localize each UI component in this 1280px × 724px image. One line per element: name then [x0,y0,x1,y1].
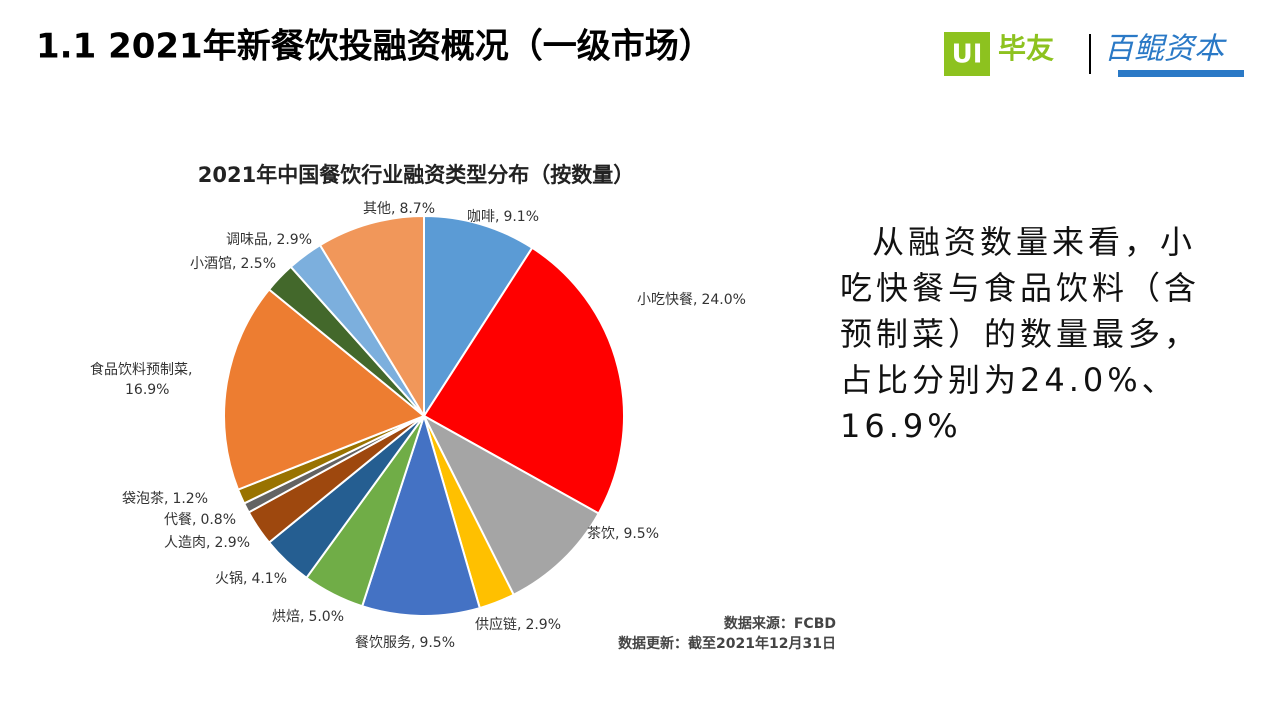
source: 数据来源：FCBD [724,615,836,632]
logo-box [944,32,990,76]
slice-category: 调味品 [226,232,268,248]
slice-label: 供应链, 2.9% [475,616,561,633]
label-separator: , [300,609,304,625]
label-separator: , [164,491,168,507]
pie-slice [223,288,426,491]
slice-value-label: 2.9% [214,535,250,551]
logo-text: 百鲲资本 [1104,32,1227,67]
label-separator: , [693,292,697,308]
slice-label: 代餐, 0.8% [164,512,236,528]
slice-value-label: 9.5% [419,635,455,651]
label-separator: , [615,526,619,542]
body-line: 预制菜）的数量最多， [840,315,1200,353]
logo-bar [1118,70,1244,77]
label-separator: , [188,362,192,378]
chart-title: 2021年中国餐饮行业融资类型分布（按数量） [198,163,634,187]
label-separator: , [268,232,272,248]
slice-category: 食品饮料预制菜 [90,361,188,378]
body-line: 16.9% [840,407,962,445]
body-line: 吃快餐与食品饮料（含 [840,269,1200,307]
slice-category: 供应链 [475,616,517,633]
slice-label: 袋泡茶, 1.2% [122,491,208,507]
label-separator: , [243,571,247,587]
slice-category: 袋泡茶 [122,491,164,507]
slice-label: 茶饮, 9.5% [587,526,659,542]
slice-value-label: 16.9% [125,382,169,398]
slice-category: 咖啡 [467,209,495,225]
slice-label: 食品饮料预制菜, 16.9% [90,361,192,398]
slice-value-label: 9.5% [623,526,659,542]
slice-category: 小吃快餐 [637,292,693,308]
slice-value-label: 8.7% [399,201,435,217]
slide-title: 1.1 2021年新餐饮投融资概况（一级市场） [36,27,713,67]
slice-value-label: 2.5% [240,256,276,272]
slice-value-label: 0.8% [200,512,236,528]
pie-slice [318,214,425,420]
slice-category: 其他 [363,201,391,217]
slice-label: 咖啡, 9.1% [467,209,539,225]
slice-label: 人造肉, 2.9% [164,535,250,551]
label-separator: , [411,635,415,651]
slice-category: 茶饮 [587,526,615,542]
logo-text: 毕友 [998,32,1054,65]
label-separator: , [391,201,395,217]
pie-slice [421,413,601,597]
slice-value-label: 9.1% [503,209,539,225]
pie-slice [360,412,482,617]
label-separator: , [232,256,236,272]
pie-slice [423,214,534,420]
slice-label: 其他, 8.7% [363,201,435,217]
slice-label: 小酒馆, 2.5% [190,256,276,272]
label-separator: , [517,617,521,633]
slice-value-label: 24.0% [701,292,745,308]
slice-label: 小吃快餐, 24.0% [637,292,746,308]
slice-category: 代餐 [164,512,192,528]
slice-category: 火锅 [215,571,243,587]
slice-value-label: 1.2% [172,491,208,507]
slice-category: 小酒馆 [190,256,232,272]
slice-label: 火锅, 4.1% [215,571,287,587]
pie-slice [422,246,625,515]
slice-label: 调味品, 2.9% [226,232,312,248]
updated: 数据更新：截至2021年12月31日 [618,635,836,652]
body-line: 从融资数量来看，小 [872,223,1196,261]
label-separator: , [206,535,210,551]
slice-value-label: 4.1% [251,571,287,587]
slice-label: 餐饮服务, 9.5% [355,635,455,651]
slice-label: 烘焙, 5.0% [272,609,344,625]
slice-value-label: 2.9% [525,617,561,633]
slice-value-label: 5.0% [308,609,344,625]
body-line: 占比分别为24.0%、 [840,361,1178,399]
label-separator: , [495,209,499,225]
slice-value-label: 2.9% [276,232,312,248]
logo-mark: UI [952,40,983,70]
slice-category: 人造肉 [164,535,206,551]
pie: 咖啡, 9.1%小吃快餐, 24.0%茶饮, 9.5%供应链, 2.9%餐饮服务, 9.5… [90,201,746,651]
slice-category: 烘焙 [272,609,300,625]
slice-category: 餐饮服务 [355,635,411,651]
label-separator: , [192,512,196,528]
